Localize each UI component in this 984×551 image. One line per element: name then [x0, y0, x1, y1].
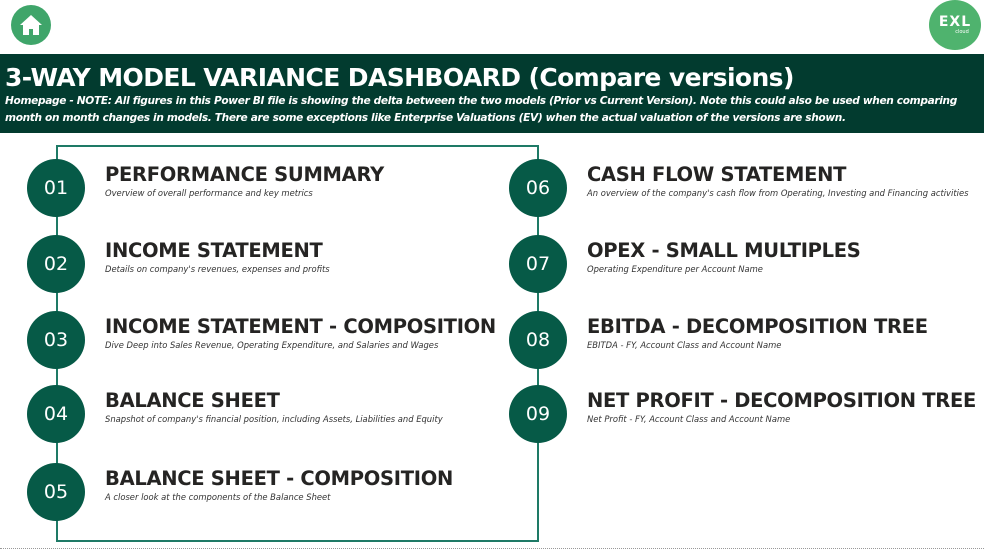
nav-item-title[interactable]: INCOME STATEMENT - COMPOSITION [105, 315, 496, 338]
nav-item-description: Net Profit - FY, Account Class and Accou… [587, 414, 791, 424]
number-badge[interactable]: 08 [509, 311, 567, 369]
number-badge[interactable]: 05 [27, 463, 85, 521]
number-badge[interactable]: 03 [27, 311, 85, 369]
nav-item-title[interactable]: PERFORMANCE SUMMARY [105, 163, 384, 186]
nav-item-description: Dive Deep into Sales Revenue, Operating … [105, 340, 439, 350]
nav-item-title[interactable]: BALANCE SHEET [105, 389, 280, 412]
logo: EXL cloud [929, 0, 981, 50]
number-badge[interactable]: 04 [27, 385, 85, 443]
nav-item-description: Overview of overall performance and key … [105, 188, 313, 198]
nav-item-description: A closer look at the components of the B… [105, 492, 331, 502]
nav-item-title[interactable]: OPEX - SMALL MULTIPLES [587, 239, 861, 262]
nav-item-title[interactable]: INCOME STATEMENT [105, 239, 323, 262]
nav-item-description: Operating Expenditure per Account Name [587, 264, 763, 274]
page-note: Homepage - NOTE: All figures in this Pow… [5, 95, 957, 124]
number-badge[interactable]: 02 [27, 235, 85, 293]
home-button[interactable] [11, 5, 51, 45]
nav-item-description: Snapshot of company's financial position… [105, 414, 443, 424]
nav-item-title[interactable]: EBITDA - DECOMPOSITION TREE [587, 315, 928, 338]
nav-item-title[interactable]: NET PROFIT - DECOMPOSITION TREE [587, 389, 977, 412]
number-badge[interactable]: 06 [509, 159, 567, 217]
nav-item-title[interactable]: BALANCE SHEET - COMPOSITION [105, 467, 454, 490]
nav-item-description: Details on company's revenues, expenses … [105, 264, 330, 274]
page-title: 3-WAY MODEL VARIANCE DASHBOARD (Compare … [5, 63, 794, 92]
nav-item-description: EBITDA - FY, Account Class and Account N… [587, 340, 782, 350]
nav-item-description: An overview of the company's cash flow f… [587, 188, 969, 198]
nav-item-title[interactable]: CASH FLOW STATEMENT [587, 163, 847, 186]
home-icon [20, 15, 42, 35]
number-badge[interactable]: 01 [27, 159, 85, 217]
number-badge[interactable]: 09 [509, 385, 567, 443]
header-banner: 3-WAY MODEL VARIANCE DASHBOARD (Compare … [0, 54, 984, 133]
divider [0, 548, 984, 549]
number-badge[interactable]: 07 [509, 235, 567, 293]
